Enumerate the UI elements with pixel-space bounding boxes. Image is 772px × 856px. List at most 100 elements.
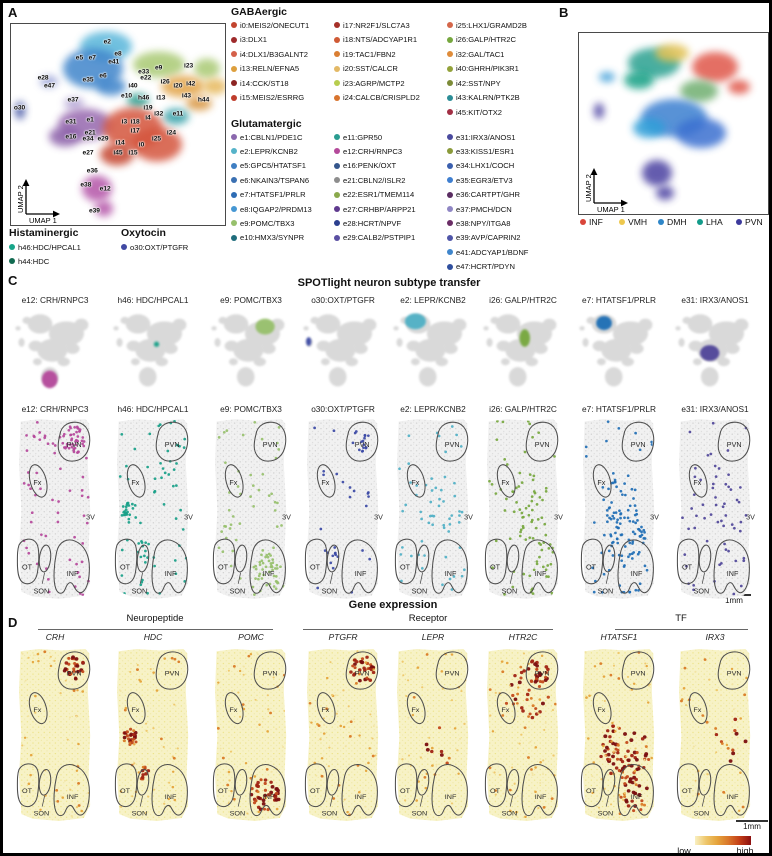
umap-cluster-tag: e12: [99, 185, 111, 193]
umap-highlighted-cluster: [255, 318, 275, 335]
region-legend-item: VMH: [619, 216, 647, 228]
inf-outline: [341, 539, 378, 594]
legend-dot-icon: [619, 219, 625, 225]
umap-silhouette: [393, 314, 467, 387]
legend-dot-icon: [334, 234, 340, 241]
legend-item-label: i45:KIT/OTX2: [456, 107, 503, 117]
region-legend-item: INF: [580, 216, 603, 228]
umap-cluster-tag: i42: [186, 80, 196, 88]
umap-cluster-tag: e9: [154, 64, 163, 72]
son-pointer-line: [419, 795, 423, 807]
legend-item: i4:DLX1/B3GALNT2: [231, 48, 308, 60]
legend-item-label: e8:IQGAP2/PRDM13: [240, 204, 312, 214]
legend-dot-icon: [447, 177, 453, 184]
son-pointer-line: [329, 572, 333, 584]
umap-cluster-blob: [100, 143, 134, 166]
subtype-label-umap: e31: IRX3/ANOS1: [681, 295, 749, 305]
umap-cluster-tag: e27: [82, 149, 94, 157]
umap-cluster-blob: [49, 126, 81, 147]
son-region-label: SON: [598, 587, 614, 595]
legend-item-label: e37:PMCH/DCN: [456, 204, 512, 214]
legend-dot-icon: [231, 220, 237, 227]
legend-item: e29:CALB2/PSTPIP1: [334, 232, 415, 244]
spotlight-map-2: PVN Fx OT SON INF 3V: [114, 419, 193, 599]
panel-d-scalebar: [736, 820, 768, 822]
inf-region-label: INF: [165, 570, 177, 578]
umap-cluster-tag: e47: [44, 82, 56, 90]
legend-item-label: e5:GPC5/HTATSF1: [240, 161, 306, 171]
umap-cluster-blob: [15, 101, 25, 120]
fx-outline: [126, 464, 146, 498]
pvn-outline: [717, 421, 751, 462]
legend-item: i40:GHRH/PIK3R1: [447, 63, 519, 75]
legend-item-label: h46:HDC/HPCAL1: [18, 242, 81, 252]
fx-outline: [592, 464, 612, 498]
legend-oxytocin-title: Oxytocin: [121, 227, 166, 239]
fx-outline: [28, 692, 48, 725]
ot-region-label: OT: [218, 564, 229, 572]
subtype-label-umap: e9: POMC/TBX3: [220, 295, 282, 305]
legend-dot-icon: [231, 206, 237, 212]
legend-item: e38:NPY/ITGA8: [447, 217, 510, 229]
umap-region-blob: [728, 80, 750, 94]
legend-dot-icon: [447, 80, 453, 86]
son-outline: [38, 544, 52, 573]
inf-region-label: INF: [631, 794, 643, 801]
son-pointer-line: [419, 572, 423, 584]
expression-map-8: PVN Fx OT SON INF: [676, 649, 751, 821]
pvn-outline: [345, 651, 379, 690]
spotlight-map-3: PVN Fx OT SON INF 3V: [212, 419, 291, 599]
legend-dot-icon: [334, 94, 340, 101]
fx-outline: [496, 692, 516, 725]
colorbar-low-label: low: [677, 846, 691, 856]
legend-item: i3:DLX1: [231, 34, 267, 46]
ot-outline: [114, 763, 138, 808]
son-outline: [416, 769, 430, 796]
panel-c-title: SPOTlight neuron subtype transfer: [297, 277, 481, 289]
son-pointer-line: [509, 572, 513, 584]
umap-region-blob: [599, 72, 615, 82]
scatter-dots: [488, 652, 557, 819]
pvn-region-label: PVN: [445, 441, 460, 449]
inf-region-label: INF: [535, 570, 547, 578]
fx-region-label: Fx: [229, 707, 237, 714]
scatter-dots: [401, 652, 468, 805]
fx-region-label: Fx: [33, 479, 41, 487]
son-region-label: SON: [412, 587, 428, 595]
panel-b-axes: UMAP 1 UMAP 2: [584, 168, 628, 214]
umap-cluster-blob: [133, 51, 185, 78]
gene-group-title: TF: [675, 613, 687, 624]
legend-dot-icon: [447, 65, 453, 72]
legend-dot-icon: [334, 80, 340, 86]
fx-region-label: Fx: [321, 707, 329, 714]
pvn-region-label: PVN: [165, 441, 180, 449]
legend-item: e9:POMC/TBX3: [231, 217, 294, 229]
legend-item-label: e16:PENK/OXT: [343, 161, 397, 171]
umap-cluster-tag: e1: [86, 116, 94, 124]
son-region-label: SON: [502, 811, 518, 818]
fx-region-label: Fx: [411, 479, 419, 487]
inf-outline: [249, 764, 286, 817]
son-region-label: SON: [132, 587, 148, 595]
legend-dot-icon: [447, 36, 453, 43]
legend-item: e34:LHX1/COCH: [447, 160, 514, 172]
pvn-outline: [435, 651, 469, 690]
son-pointer-line: [701, 572, 705, 584]
legend-item: i15:MEIS2/ESRRG: [231, 92, 304, 104]
legend-dot-icon: [447, 191, 453, 198]
ot-outline: [580, 763, 604, 808]
expression-map-3: PVN Fx OT SON INF: [212, 649, 287, 821]
right-arrow-icon: [53, 210, 60, 218]
pvn-outline: [621, 651, 655, 690]
expression-map-6: PVN Fx OT SON INF: [484, 649, 559, 821]
legend-item-label: e27:CRHBP/ARPP21: [343, 204, 416, 214]
inf-region-label: INF: [263, 570, 275, 578]
legend-item-label: e9:POMC/TBX3: [240, 218, 295, 228]
inf-region-label: INF: [445, 794, 457, 801]
legend-dot-icon: [334, 148, 340, 155]
ot-outline: [676, 538, 700, 585]
ot-region-label: OT: [22, 564, 33, 572]
pvn-outline: [155, 421, 189, 462]
son-pointer-line: [605, 572, 609, 584]
pvn-outline: [57, 651, 91, 690]
